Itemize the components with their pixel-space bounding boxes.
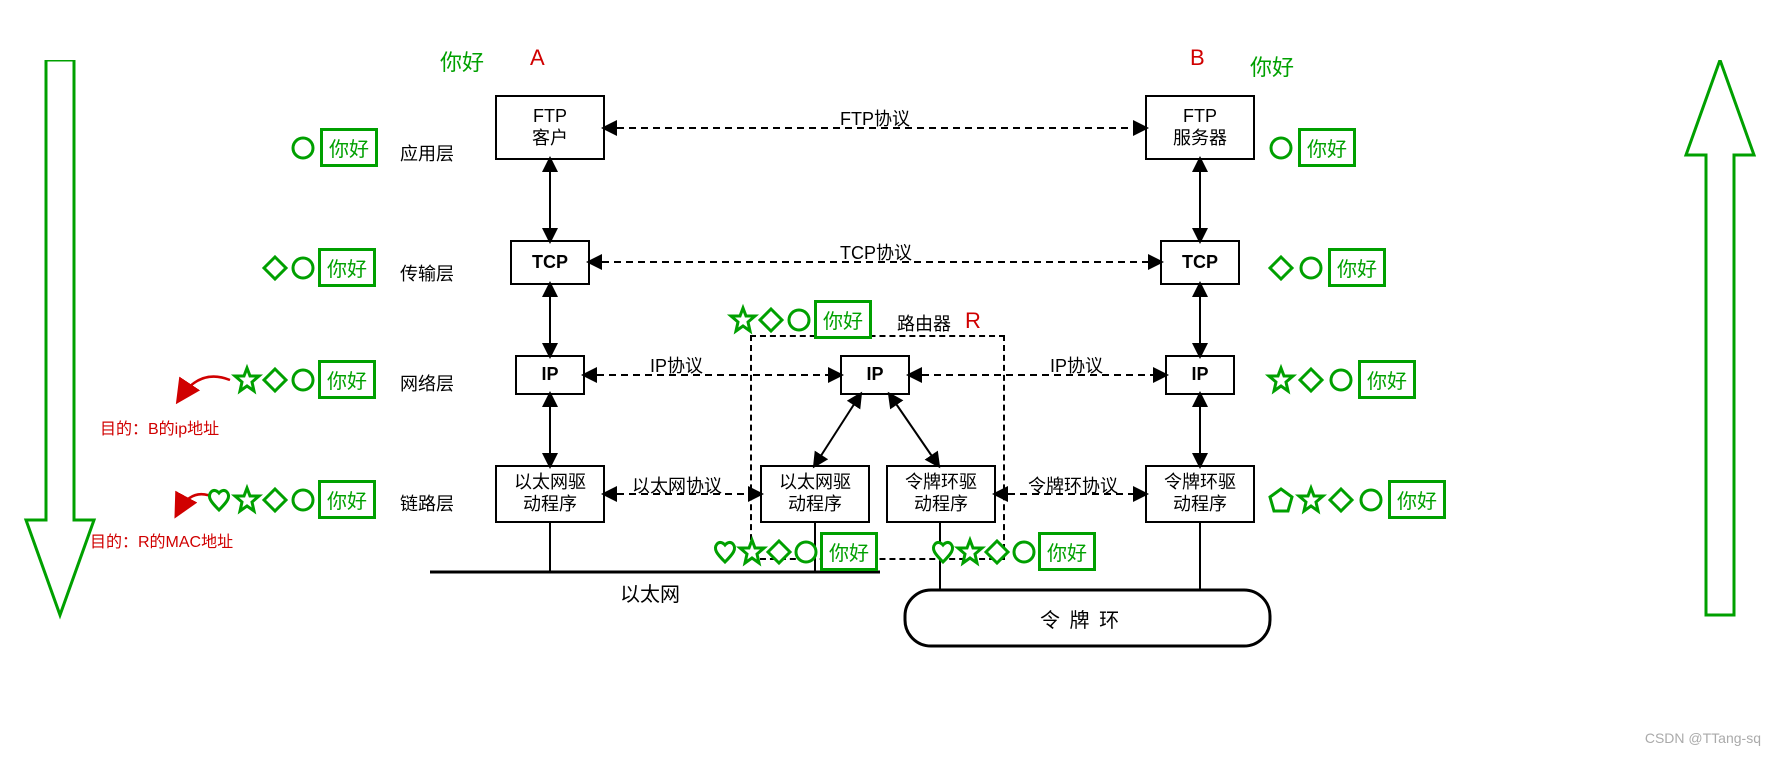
dest-mac-text: 目的：R的MAC地址: [90, 528, 233, 552]
right-link-group: 你好: [1268, 480, 1446, 519]
circle-icon: [290, 367, 316, 393]
net-tok: 令 牌 环: [1040, 604, 1121, 633]
heart-icon: [712, 539, 738, 565]
left-app-group: 你好: [290, 128, 378, 167]
left-transport-nihao: 你好: [318, 248, 376, 287]
right-app-group: 你好: [1268, 128, 1356, 167]
left-transport-group: 你好: [262, 248, 376, 287]
star-icon: [234, 367, 260, 393]
star-icon: [1298, 487, 1324, 513]
circle-icon: [1268, 135, 1294, 161]
left-link-group: 你好: [206, 480, 376, 519]
circle-icon: [290, 135, 316, 161]
router-top-nihao: 你好: [814, 300, 872, 339]
proto-ip-right: IP协议: [1050, 352, 1103, 378]
diamond-icon: [1298, 367, 1324, 393]
proto-tok: 令牌环协议: [1028, 472, 1118, 498]
circle-icon: [1328, 367, 1354, 393]
diamond-icon: [262, 255, 288, 281]
circle-icon: [786, 307, 812, 333]
circle-icon: [1011, 539, 1037, 565]
diamond-icon: [1328, 487, 1354, 513]
heart-icon: [206, 487, 232, 513]
proto-ftp: FTP协议: [840, 105, 910, 131]
router-br-group: 你好: [930, 532, 1096, 571]
right-transport-nihao: 你好: [1328, 248, 1386, 287]
pentagon-icon: [1268, 487, 1294, 513]
diamond-icon: [262, 487, 288, 513]
circle-icon: [793, 539, 819, 565]
left-network-nihao: 你好: [318, 360, 376, 399]
right-network-nihao: 你好: [1358, 360, 1416, 399]
net-eth: 以太网: [620, 578, 680, 607]
dest-ip-text: 目的：B的ip地址: [100, 415, 219, 439]
star-icon: [739, 539, 765, 565]
router-top-group: 你好: [730, 300, 872, 339]
router-bl-group: 你好: [712, 532, 878, 571]
right-app-nihao: 你好: [1298, 128, 1356, 167]
watermark: CSDN @TTang-sq: [1645, 730, 1761, 746]
right-network-group: 你好: [1268, 360, 1416, 399]
star-icon: [730, 307, 756, 333]
star-icon: [957, 539, 983, 565]
right-link-nihao: 你好: [1388, 480, 1446, 519]
proto-eth: 以太网协议: [632, 472, 722, 498]
diamond-icon: [984, 539, 1010, 565]
heart-icon: [930, 539, 956, 565]
circle-icon: [1358, 487, 1384, 513]
circle-icon: [290, 255, 316, 281]
diamond-icon: [766, 539, 792, 565]
right-transport-group: 你好: [1268, 248, 1386, 287]
left-app-nihao: 你好: [320, 128, 378, 167]
left-network-group: 你好: [234, 360, 376, 399]
router-br-nihao: 你好: [1038, 532, 1096, 571]
diamond-icon: [262, 367, 288, 393]
diamond-icon: [758, 307, 784, 333]
proto-ip-left: IP协议: [650, 352, 703, 378]
star-icon: [234, 487, 260, 513]
left-link-nihao: 你好: [318, 480, 376, 519]
router-bl-nihao: 你好: [820, 532, 878, 571]
diamond-icon: [1268, 255, 1294, 281]
circle-icon: [290, 487, 316, 513]
star-icon: [1268, 367, 1294, 393]
proto-tcp: TCP协议: [840, 239, 912, 265]
circle-icon: [1298, 255, 1324, 281]
